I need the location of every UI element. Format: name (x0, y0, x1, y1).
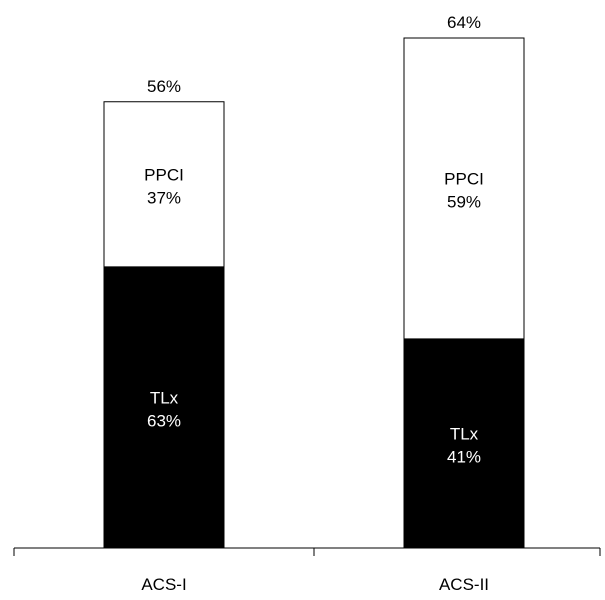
bar-total-label-acs-i: 56% (147, 77, 181, 96)
bar-acs-ii-ppci (403, 37, 525, 340)
segment-value-acs-ii-ppci: 59% (447, 192, 481, 211)
bar-acs-ii-tlx (403, 338, 525, 549)
segment-value-acs-ii-tlx: 41% (447, 447, 481, 466)
segment-value-acs-i-ppci: 37% (147, 188, 181, 207)
segment-name-acs-ii-ppci: PPCI (444, 169, 484, 188)
bar-total-label-acs-ii: 64% (447, 13, 481, 32)
x-tick-label-acs-i: ACS-I (141, 575, 186, 594)
bar-group: TLx 63% PPCI 37% 56% TLx 41% PPCI 59% 64% (103, 13, 525, 549)
bar-acs-i-ppci (103, 101, 225, 268)
x-tick-labels: ACS-I ACS-II (141, 575, 489, 594)
segment-name-acs-i-tlx: TLx (150, 388, 179, 407)
segment-name-acs-ii-tlx: TLx (450, 424, 479, 443)
bar-acs-i-tlx (103, 266, 225, 549)
segment-value-acs-i-tlx: 63% (147, 411, 181, 430)
segment-name-acs-i-ppci: PPCI (144, 165, 184, 184)
x-tick-label-acs-ii: ACS-II (439, 575, 489, 594)
